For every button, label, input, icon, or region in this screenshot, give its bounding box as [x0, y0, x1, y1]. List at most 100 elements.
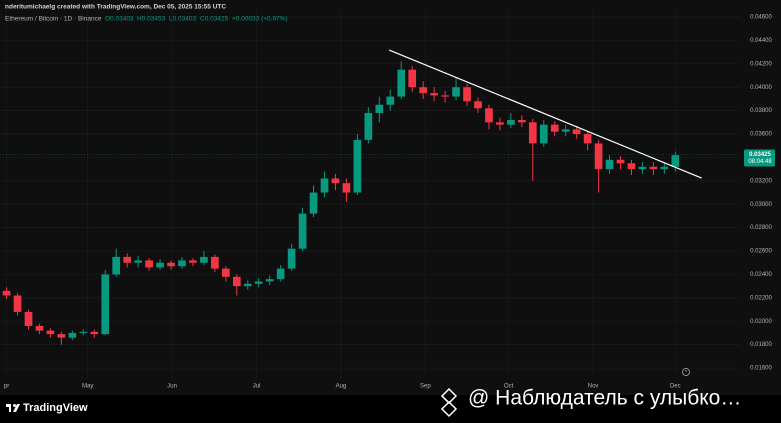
countdown: 08:04:48	[748, 159, 772, 165]
ohlc-low: L0.03403	[169, 16, 196, 23]
candle-body	[550, 124, 559, 132]
candle-body	[518, 119, 526, 123]
candle-body	[463, 87, 471, 102]
candle-body	[452, 87, 460, 97]
candle-body	[90, 331, 99, 335]
y-tick-label: 0.03000	[750, 202, 772, 208]
candle-body	[2, 290, 11, 296]
candle-body	[353, 139, 362, 193]
candle-body	[254, 281, 263, 284]
candle-body	[507, 119, 515, 125]
candle-body	[671, 155, 680, 167]
credit: nderitumichaelg created with TradingView…	[5, 4, 226, 11]
brand-logo	[6, 404, 20, 412]
y-tick-label: 0.02000	[750, 319, 772, 325]
candle-body	[441, 95, 449, 97]
x-tick-label: May	[82, 384, 93, 390]
candle-body	[539, 124, 548, 144]
y-tick-label: 0.01800	[750, 342, 772, 348]
candle-body	[68, 332, 77, 338]
y-tick-label: 0.04600	[750, 15, 772, 21]
candle-body	[309, 192, 318, 214]
candle-body	[243, 283, 252, 287]
last-price-box	[744, 149, 775, 167]
candle-body	[232, 276, 241, 287]
candle-body	[342, 183, 351, 193]
y-tick-label: 0.04400	[750, 38, 772, 44]
candle-body	[594, 143, 603, 170]
candle-body	[474, 101, 482, 109]
x-tick-label: Nov	[588, 384, 599, 390]
candle-body	[46, 330, 55, 335]
ohlc-high: H0.03453	[137, 16, 166, 23]
x-tick-label: Jun	[167, 384, 177, 390]
candle-body	[627, 163, 636, 170]
candle-body	[265, 279, 274, 282]
candle-body	[528, 122, 537, 144]
y-tick-label: 0.02600	[750, 249, 772, 255]
x-tick-label: Jul	[253, 384, 261, 390]
ohlc-change: +0.00033 (+0.97%)	[232, 16, 288, 23]
candle-body	[485, 108, 493, 123]
candle-body	[101, 274, 110, 335]
candle-body	[638, 166, 647, 170]
ohlc-open: O0.03403	[105, 16, 134, 23]
candle-body	[660, 166, 669, 170]
trendline	[388, 49, 702, 179]
y-tick-label: 0.01600	[750, 366, 772, 372]
candle-body	[156, 262, 164, 268]
candle-body	[13, 295, 22, 312]
y-tick-label: 0.02800	[750, 225, 772, 231]
candle-body	[222, 268, 230, 277]
candle-body	[145, 260, 153, 268]
y-tick-label: 0.03600	[750, 132, 772, 138]
candle-body	[134, 260, 142, 263]
background	[0, 0, 781, 395]
candle-body	[496, 122, 504, 125]
y-tick-label: 0.03800	[750, 108, 772, 114]
y-tick-label: 0.04200	[750, 61, 772, 67]
candle-body	[430, 93, 438, 96]
candle-body	[320, 178, 329, 193]
x-tick-label: Sep	[420, 384, 431, 390]
watermark-icon	[440, 387, 458, 418]
candle-body	[287, 248, 296, 269]
x-tick-label: pr	[4, 384, 9, 390]
x-tick-label: Dec	[670, 384, 681, 390]
candle-body	[200, 256, 208, 263]
candle-body	[605, 159, 614, 170]
last-price-label: 0.03425	[749, 152, 771, 158]
candle-body	[211, 256, 219, 269]
candle-body	[331, 178, 340, 184]
footer	[0, 395, 781, 423]
symbol: Ethereum / Bitcoin · 1D · Binance	[5, 16, 102, 23]
candle-body	[419, 87, 428, 94]
candle-body	[189, 260, 197, 263]
candle-body	[112, 256, 121, 275]
candle-body	[79, 331, 88, 333]
candle-body	[583, 134, 592, 144]
candle-body	[616, 159, 625, 164]
candle-body	[57, 334, 66, 338]
candle-body	[375, 104, 384, 113]
clock-icon	[682, 368, 690, 376]
y-tick-label: 0.02400	[750, 272, 772, 278]
candle-body	[572, 129, 581, 135]
candle-body	[364, 112, 373, 140]
ohlc-close: C0.03425	[200, 16, 229, 23]
candle-body	[408, 69, 417, 88]
x-tick-label: Aug	[336, 384, 347, 390]
candle-body	[397, 69, 406, 97]
candle-body	[123, 256, 132, 263]
candle-body	[298, 213, 307, 249]
candle-body	[178, 260, 186, 267]
candle-body	[276, 268, 285, 280]
y-tick-label: 0.02200	[750, 295, 772, 301]
candle-body	[24, 311, 33, 326]
brand: TradingView	[23, 402, 88, 414]
candle-body	[649, 166, 658, 170]
candle-body	[561, 129, 570, 132]
watermark: @ Наблюдатель с улыбко…	[468, 387, 741, 410]
